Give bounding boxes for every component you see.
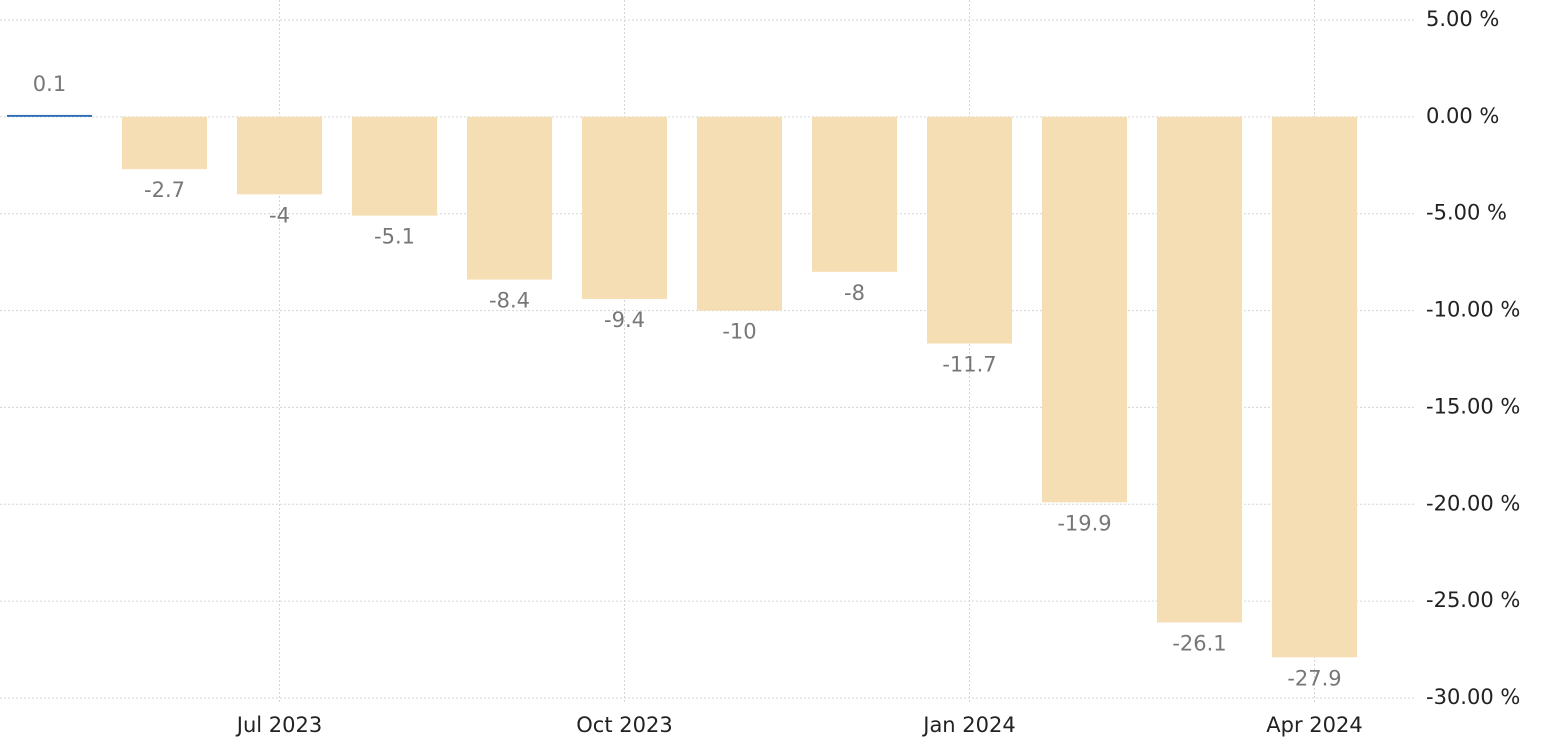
value-label: -5.1 — [374, 225, 415, 249]
value-label: -2.7 — [144, 178, 185, 202]
value-label: 0.1 — [33, 72, 66, 96]
y-tick-label: -20.00 % — [1426, 491, 1520, 515]
bar — [1271, 116, 1358, 658]
value-label: -27.9 — [1287, 666, 1341, 690]
bar — [811, 116, 898, 272]
bar — [1041, 116, 1128, 503]
y-tick-label: 0.00 % — [1426, 104, 1499, 128]
x-tick-label: Jul 2023 — [235, 713, 322, 737]
value-label: -8.4 — [489, 289, 530, 313]
value-label: -26.1 — [1172, 631, 1226, 655]
value-label: -10 — [722, 320, 756, 344]
y-tick-label: -25.00 % — [1426, 588, 1520, 612]
bar — [926, 116, 1013, 344]
value-label: -8 — [844, 281, 865, 305]
x-tick-label: Apr 2024 — [1266, 713, 1362, 737]
bar — [696, 116, 783, 311]
y-tick-label: -15.00 % — [1426, 394, 1520, 418]
bar — [6, 114, 93, 117]
y-tick-label: 5.00 % — [1426, 7, 1499, 31]
y-tick-label: -30.00 % — [1426, 685, 1520, 709]
bar — [1156, 116, 1243, 623]
bar — [351, 116, 438, 216]
value-label: -11.7 — [942, 353, 996, 377]
y-tick-label: -10.00 % — [1426, 298, 1520, 322]
y-tick-label: -5.00 % — [1426, 201, 1507, 225]
value-label: -19.9 — [1057, 511, 1111, 535]
bar — [121, 116, 208, 170]
bar — [236, 116, 323, 195]
bar — [581, 116, 668, 299]
bar — [466, 116, 553, 280]
value-label: -9.4 — [604, 308, 645, 332]
value-label: -4 — [269, 203, 290, 227]
x-tick-label: Jan 2024 — [921, 713, 1016, 737]
x-tick-label: Oct 2023 — [576, 713, 672, 737]
